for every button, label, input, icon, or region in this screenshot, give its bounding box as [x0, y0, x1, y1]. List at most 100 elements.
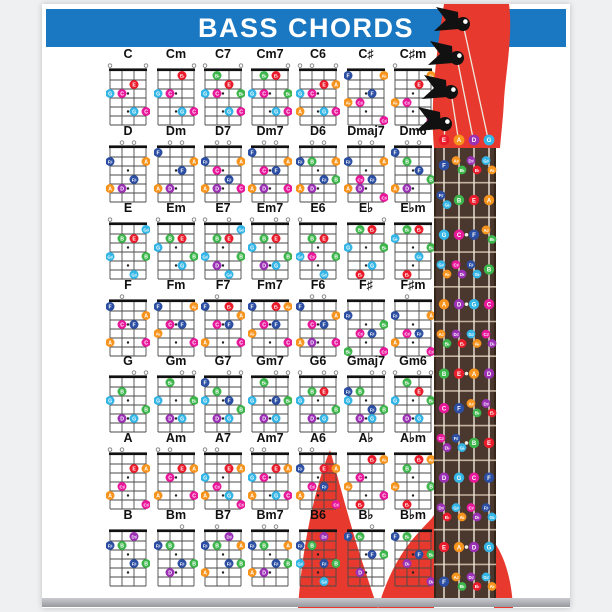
fretboard-note-letter: F — [457, 406, 461, 412]
fretboard-note-letter: D♯ — [469, 575, 475, 580]
fretboard-note-letter: D♯ — [454, 332, 460, 337]
fretboard-note-letter: F♯ — [439, 193, 444, 198]
fretboard-note-dot — [481, 572, 491, 582]
fretboard-note-letter: A♭ — [475, 341, 480, 346]
fretboard-note-dot — [436, 503, 446, 512]
tuner-wing-icon — [434, 7, 459, 31]
fretboard-note-letter: C♯ — [484, 332, 490, 337]
fretboard-inlay-dot — [464, 441, 469, 445]
fretboard-note-letter: B♭ — [445, 341, 450, 346]
fretboard-note-dot — [487, 165, 497, 175]
fretboard-note-dot — [472, 581, 482, 591]
open-string-label-dot — [468, 134, 480, 146]
fretboard-note-letter: D♯ — [484, 401, 490, 406]
fretboard-note-dot — [487, 408, 497, 418]
fretboard-note-letter: D♭ — [445, 445, 450, 450]
fretboard-note-letter: D — [487, 372, 492, 378]
fretboard-note-dot — [457, 165, 467, 175]
fretboard-note-dot — [472, 408, 482, 418]
fretboard-note-letter: G♭ — [489, 515, 494, 520]
fretboard-note-dot — [438, 160, 450, 171]
fretboard-note-dot — [468, 368, 480, 379]
fretboard-note-dot — [453, 541, 465, 553]
fretboard-note-dot — [438, 229, 450, 240]
fretboard-note-letter: E — [442, 545, 446, 551]
fretboard-note-letter: E — [487, 441, 491, 447]
fretboard-note-dot — [457, 512, 467, 522]
fretboard-note-dot — [481, 225, 491, 235]
fretboard-note-dot — [453, 368, 465, 379]
fretboard-note-letter: D — [472, 545, 477, 551]
fretboard-note-dot — [438, 576, 450, 587]
fretboard-note-dot — [436, 433, 446, 443]
tuner-post-icon — [444, 85, 458, 99]
fretboard-note-letter: B♭ — [460, 168, 465, 173]
fretboard-note-dot — [466, 260, 476, 270]
fretboard-note-letter: D — [442, 476, 447, 482]
fretboard-note-dot — [451, 503, 461, 512]
open-string-label-dot — [438, 134, 450, 146]
fretboard-note-letter: E♭ — [475, 584, 480, 589]
fretboard-note-letter: G — [442, 233, 447, 239]
fretboard-note-letter: E♭ — [460, 341, 465, 346]
fretboard-note-letter: E — [457, 372, 461, 378]
fretboard-note-dot — [438, 298, 450, 310]
fretboard-note-letter: B — [472, 441, 477, 447]
fretboard-note-dot — [487, 234, 497, 244]
fretboard-note-letter: A♯ — [469, 401, 475, 406]
fretboard-note-letter: B♭ — [460, 584, 465, 589]
fretboard-note-letter: G♭ — [444, 202, 449, 207]
fretboard-note-dot — [472, 512, 482, 522]
fretboard-note-dot — [468, 472, 480, 483]
fretboard-note-dot — [487, 581, 497, 591]
fretboard-note-dot — [438, 472, 450, 483]
fretboard-note-dot — [466, 503, 476, 512]
fretboard-note-letter: G♯ — [483, 158, 489, 163]
fretboard-note-letter: C — [457, 233, 462, 239]
fretboard-note-dot — [468, 541, 480, 553]
fretboard-note-letter: D — [457, 302, 462, 308]
fretboard-note-dot — [442, 339, 452, 348]
poster-bottom-edge — [42, 598, 570, 607]
fretboard-note-dot — [436, 190, 446, 200]
fretboard-note-letter: G♯ — [468, 332, 474, 337]
fretboard-note-letter: A♭ — [490, 584, 495, 589]
fretboard-note-dot — [457, 443, 467, 452]
fretboard-note-letter: A — [487, 198, 492, 204]
fretboard-note-letter: D♯ — [469, 158, 475, 163]
fretboard-note-dot — [436, 260, 446, 270]
fretboard-note-dot — [466, 329, 476, 339]
fretboard-note-letter: G♯ — [438, 262, 444, 267]
fretboard-note-dot — [442, 443, 452, 452]
fretboard-note-dot — [451, 572, 461, 582]
fretboard-note-letter: F♯ — [454, 436, 459, 441]
fretboard-note-dot — [451, 260, 461, 270]
fretboard-note-letter: F♯ — [484, 505, 489, 510]
fretboard-note-letter: B — [457, 198, 462, 204]
fretboard-note-letter: D♯ — [439, 505, 445, 510]
fretboard-note-letter: C♯ — [469, 505, 475, 510]
fretboard-note-dot — [457, 339, 467, 348]
fretboard-note-letter: D♭ — [490, 341, 495, 346]
fretboard-note-dot — [468, 298, 480, 310]
open-string-label-dot — [483, 134, 495, 146]
fretboard-note-letter: A — [472, 372, 477, 378]
fretboard-note-dot — [468, 229, 480, 240]
fretboard-note-dot — [487, 512, 497, 522]
fretboard-note-dot — [451, 156, 461, 165]
fretboard-note-letter: A♯ — [484, 228, 490, 233]
tuner-wing-icon — [428, 41, 453, 65]
fretboard-note-dot — [472, 269, 482, 279]
fretboard-note-letter: G — [487, 545, 492, 551]
fretboard-note-letter: B♭ — [475, 411, 480, 416]
fretboard-note-dot — [481, 399, 491, 408]
tuner-highlight — [463, 19, 468, 24]
fretboard-note-dot — [483, 541, 495, 553]
fretboard-note-letter: C♯ — [439, 436, 445, 441]
fretboard-note-dot — [442, 269, 452, 279]
open-string-label-dot — [453, 134, 465, 146]
fretboard-note-letter: A♯ — [439, 332, 445, 337]
fretboard-inlay-dot — [464, 371, 469, 376]
fretboard-note-dot — [436, 329, 446, 339]
fretboard-note-dot — [468, 194, 480, 206]
